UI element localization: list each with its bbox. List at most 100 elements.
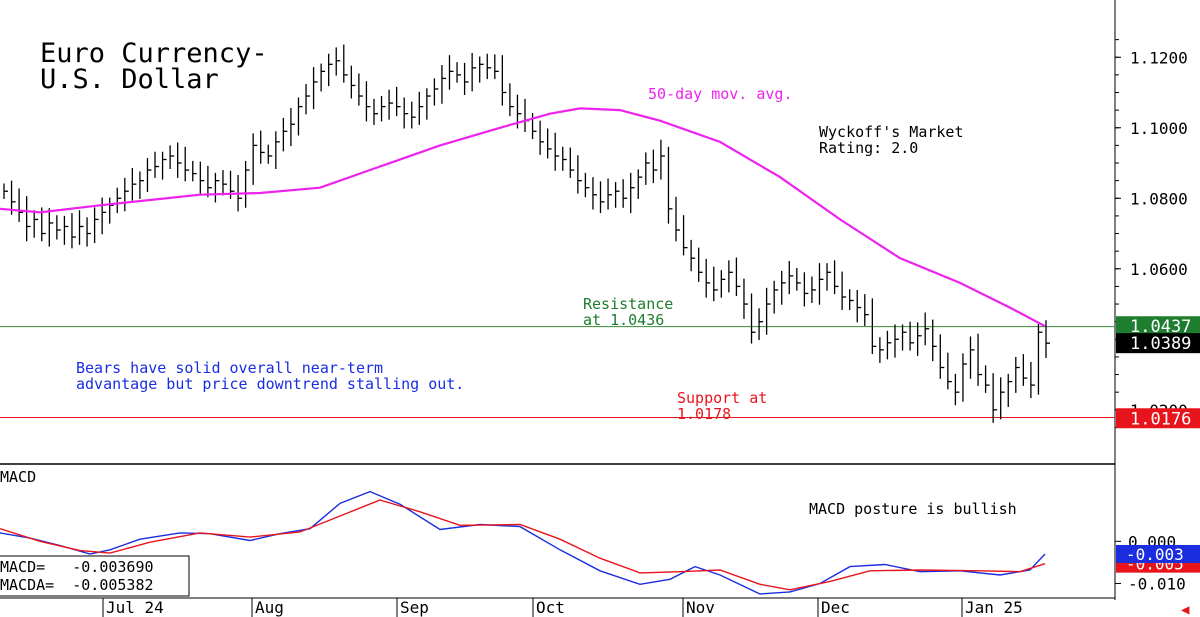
price-bar (569, 147, 575, 178)
macd-posture-label: MACD posture is bullish (809, 500, 1017, 518)
price-bar (275, 131, 280, 170)
price-bar (305, 84, 311, 115)
price-tick-label: 1.0600 (1130, 260, 1188, 279)
price-bars (3, 44, 1050, 423)
macd-tags: -0.005-0.003 (1116, 544, 1200, 574)
price-bar (984, 365, 990, 393)
price-bar (773, 280, 779, 314)
price-bar (395, 86, 401, 117)
price-tag-label: 1.0176 (1130, 409, 1191, 429)
price-bar (720, 270, 726, 298)
nav-left-arrow[interactable]: ◀ (1181, 602, 1190, 617)
price-bar (177, 142, 182, 178)
price-bar (584, 172, 590, 198)
price-bar (698, 247, 703, 282)
price-bar (781, 270, 786, 305)
price-bar (765, 287, 771, 335)
price-bar (667, 146, 673, 224)
price-bar (1030, 361, 1035, 399)
price-bar (1045, 320, 1050, 358)
price-bar (682, 215, 688, 256)
price-bar (56, 215, 61, 240)
price-bar (343, 44, 348, 83)
price-tick-label: 1.1000 (1130, 119, 1188, 138)
price-tag-box (1116, 408, 1200, 429)
price-bar (622, 179, 628, 208)
price-tag-label: 1.0389 (1130, 334, 1191, 354)
resistance-label-line1: Resistance (583, 295, 673, 313)
chart-title-line1: Euro Currency- (40, 38, 268, 69)
price-bar (962, 353, 967, 402)
price-bar (826, 263, 832, 291)
price-bar (803, 272, 809, 307)
price-bar (547, 128, 552, 159)
price-bar (199, 161, 205, 194)
price-bar (886, 330, 892, 360)
price-bar (562, 146, 567, 171)
price-tag-box (1116, 316, 1200, 337)
resistance-label-line2: at 1.0436 (583, 311, 664, 329)
price-bar (192, 160, 197, 182)
price-bar (335, 47, 341, 76)
commentary-line1: Bears have solid overall near-term (76, 359, 383, 377)
price-bar (1037, 323, 1043, 395)
price-bar (184, 146, 190, 182)
price-bar (818, 263, 824, 305)
price-bar (1022, 354, 1028, 386)
price-bar (811, 276, 816, 303)
price-bar (388, 89, 394, 120)
rating-line2: Rating: 2.0 (819, 139, 918, 157)
price-bar (531, 112, 537, 140)
price-bar (282, 117, 288, 152)
price-bar (169, 145, 175, 170)
price-bar (33, 210, 39, 238)
price-bar (660, 139, 665, 180)
price-bar (554, 132, 560, 171)
support-label-line1: Support at (677, 389, 767, 407)
price-bar (131, 167, 137, 201)
price-bar (93, 207, 99, 244)
price-bar (796, 268, 801, 291)
price-bar (222, 170, 227, 196)
price-bar (947, 352, 952, 390)
ma50-line (0, 107, 1046, 328)
price-bar (456, 62, 462, 83)
price-bar (841, 271, 847, 311)
chart-title-line2: U.S. Dollar (40, 64, 219, 95)
price-bar (320, 63, 326, 92)
price-bar (743, 278, 748, 319)
price-bar (139, 171, 144, 199)
price-bar (433, 78, 439, 106)
price-bar (735, 257, 741, 296)
price-bar (380, 96, 386, 122)
price-bar (652, 149, 658, 184)
price-bar (954, 373, 960, 406)
month-axis: Jul 24 Aug Sep Oct Nov Dec Jan 25 (102, 598, 1023, 617)
price-bar (418, 91, 424, 125)
price-bar (441, 65, 446, 104)
price-bar (728, 260, 733, 293)
price-bar (630, 172, 635, 214)
price-bar (577, 155, 582, 194)
ma-label: 50-day mov. avg. (648, 85, 793, 103)
price-bar (788, 261, 794, 295)
price-bar (312, 67, 318, 110)
price-bar (856, 289, 862, 323)
price-bar (486, 53, 492, 80)
price-bar (675, 196, 681, 242)
price-bar (849, 289, 854, 311)
price-bar (244, 160, 250, 208)
price-bar (403, 97, 409, 129)
rating-line1: Wyckoff's Market (819, 123, 964, 141)
macd-panel-label: MACD (0, 468, 36, 486)
price-bar (161, 151, 167, 180)
price-bar (124, 177, 129, 212)
macd-tick-label: -0.010 (1128, 574, 1186, 593)
price-bar (924, 312, 930, 346)
price-bar (146, 158, 152, 192)
price-bar (86, 217, 92, 247)
price-bar (916, 322, 922, 356)
